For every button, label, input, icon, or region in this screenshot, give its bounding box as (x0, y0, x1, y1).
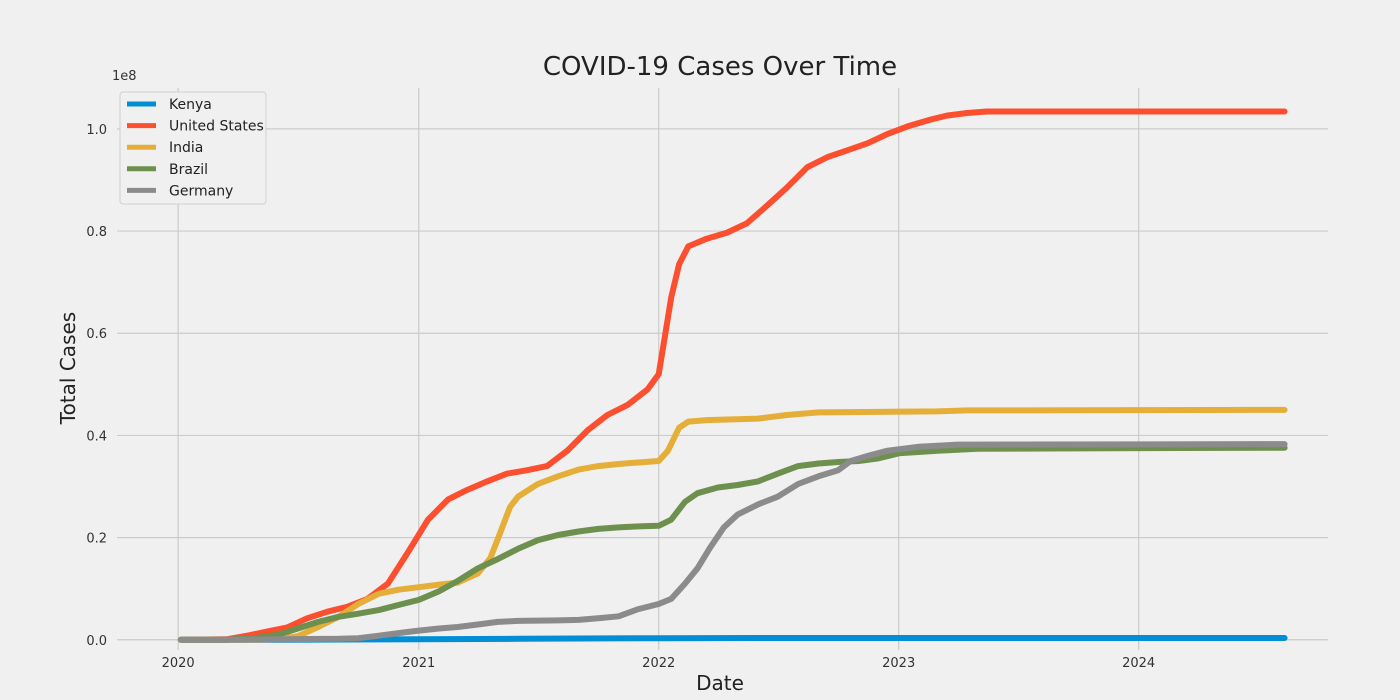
series-line-brazil (177, 444, 1288, 643)
series-line-united-states (177, 108, 1288, 643)
y-tick-label: 0.8 (86, 225, 107, 240)
x-tick-label: 2021 (402, 656, 435, 671)
series-line-india (177, 406, 1288, 643)
y-tick-label: 1.0 (86, 123, 107, 138)
chart-title: COVID-19 Cases Over Time (543, 52, 897, 82)
legend-label: Germany (169, 183, 233, 199)
x-axis-label: Date (696, 671, 744, 695)
y-tick-label: 0.2 (86, 532, 107, 547)
y-offset-label: 1e8 (112, 69, 137, 84)
y-tick-label: 0.6 (86, 327, 107, 342)
series-lines (177, 108, 1288, 643)
x-tick-label: 2023 (882, 656, 915, 671)
legend-label: United States (169, 119, 264, 135)
x-tick-label: 2020 (162, 656, 195, 671)
legend-label: India (169, 140, 203, 156)
x-tick-label: 2022 (642, 656, 675, 671)
x-tick-label: 2024 (1122, 656, 1155, 671)
y-tick-label: 0.0 (86, 634, 107, 649)
y-tick-label: 0.4 (86, 429, 107, 444)
x-ticks: 2020 2021 2022 2023 2024 (162, 656, 1156, 671)
legend-box (119, 91, 267, 205)
grid (117, 88, 1328, 650)
y-ticks: 0.0 0.2 0.4 0.6 0.8 1.0 (86, 123, 107, 649)
y-axis-label: Total Cases (56, 312, 80, 425)
legend-label: Kenya (169, 97, 212, 113)
legend: Kenya United States India Brazil Germany (119, 91, 267, 205)
legend-label: Brazil (169, 162, 208, 178)
series-line-germany (177, 441, 1288, 643)
